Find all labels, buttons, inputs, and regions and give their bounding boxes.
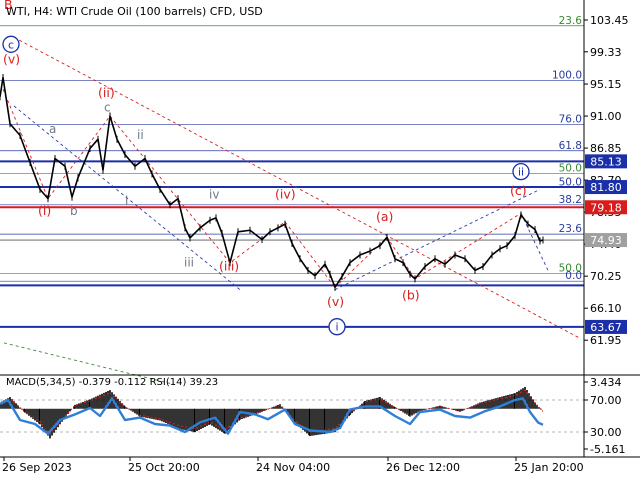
trend-line — [13, 105, 241, 291]
y-tick-label: 95.15 — [590, 78, 622, 91]
price-tag-text: 63.67 — [590, 321, 622, 334]
y-tick-label: 91.00 — [590, 110, 622, 123]
price-tag-text: 81.80 — [590, 181, 622, 194]
rsi-line — [0, 397, 544, 435]
x-tick-label: 26 Sep 2023 — [2, 461, 72, 474]
y-tick-label: 61.95 — [590, 334, 622, 347]
price-tag-text: 85.13 — [590, 155, 622, 168]
wave-label-circle — [512, 162, 530, 181]
wave-label-red: (v) — [3, 52, 20, 67]
wave-label-grey: iv — [209, 188, 219, 202]
trend-line — [334, 212, 522, 288]
wave-label-red: (iii) — [219, 258, 239, 273]
wave-label-red: (i) — [38, 203, 51, 218]
chart-title: WTI, H4: WTI Crude Oil (100 barrels) CFD… — [6, 5, 263, 18]
x-tick-label: 25 Oct 20:00 — [128, 461, 200, 474]
wave-label-circled: i — [335, 321, 338, 334]
indicator-panel — [0, 374, 640, 439]
fib-level-label: 23.6 — [559, 223, 583, 235]
wave-label-red: (a) — [376, 209, 393, 224]
wave-label-red: (ii) — [98, 85, 115, 100]
price-tag — [585, 154, 627, 169]
wave-label-circled: c — [8, 38, 14, 51]
fib-level-label: 23.6 — [559, 15, 583, 27]
wave-label-red: (v) — [327, 294, 344, 309]
wave-label-red: (iv) — [275, 187, 296, 202]
price-tag — [585, 180, 627, 195]
price-tag — [585, 233, 627, 248]
indicator-y-tick-label: -5.161 — [590, 443, 625, 456]
trend-line — [520, 213, 549, 271]
x-tick-label: 26 Dec 12:00 — [386, 461, 460, 474]
wave-label-circle — [2, 35, 20, 53]
indicator-y-tick-label: 3.434 — [590, 376, 622, 389]
wave-label-red: (c) — [510, 183, 527, 198]
trend-line — [13, 36, 581, 339]
fib-level-label: 61.8 — [559, 140, 582, 152]
indicator-label: MACD(5,34,5) -0.379 -0.112 RSI(14) 39.23 — [6, 377, 218, 388]
price-panel: 23.6100.076.061.850.050.038.223.650.00.0… — [0, 0, 584, 386]
x-tick-label: 25 Jan 20:00 — [514, 461, 584, 474]
wave-label-grey: iii — [184, 256, 194, 270]
trend-line — [334, 188, 541, 291]
axes: 103.4599.3395.1591.0086.8582.7078.5574.4… — [0, 0, 640, 474]
y-tick-label: 70.25 — [590, 270, 622, 283]
wave-label-grey: a — [49, 122, 56, 136]
indicator-y-tick-label: 30.00 — [590, 426, 622, 439]
fib-level-label: 38.2 — [559, 194, 582, 206]
fib-level-label: 50.0 — [559, 176, 582, 188]
indicator-y-tick-label: 70.00 — [590, 394, 622, 407]
y-tick-label: 103.45 — [590, 14, 629, 27]
wave-label-grey: i — [125, 194, 128, 208]
price-tag — [585, 319, 627, 334]
x-tick-label: 24 Nov 04:00 — [256, 461, 330, 474]
wave-label-grey: c — [104, 100, 111, 114]
wave-label-circle — [328, 318, 346, 336]
trend-line — [3, 342, 176, 386]
price-tag-text: 74.93 — [590, 234, 622, 247]
fib-level-label: 50.0 — [559, 163, 582, 175]
wave-label-circled: ii — [518, 166, 524, 179]
wave-label-grey: b — [70, 204, 78, 218]
fib-level-label: 50.0 — [559, 262, 582, 274]
fib-level-label: 100.0 — [552, 70, 582, 82]
wave-label-red: B — [4, 0, 13, 12]
y-tick-label: 66.10 — [590, 302, 622, 315]
y-tick-label: 86.85 — [590, 142, 622, 155]
trend-line — [2, 88, 336, 288]
y-tick-label: 99.33 — [590, 46, 622, 59]
fib-level-label: 76.0 — [559, 114, 582, 126]
wave-label-red: (b) — [402, 288, 420, 303]
macd-signal-line — [0, 389, 544, 435]
price-tag-text: 79.18 — [590, 201, 622, 214]
price-tag — [585, 200, 627, 215]
wave-label-grey: ii — [137, 128, 144, 142]
fib-level-label: 0.0 — [565, 270, 582, 282]
